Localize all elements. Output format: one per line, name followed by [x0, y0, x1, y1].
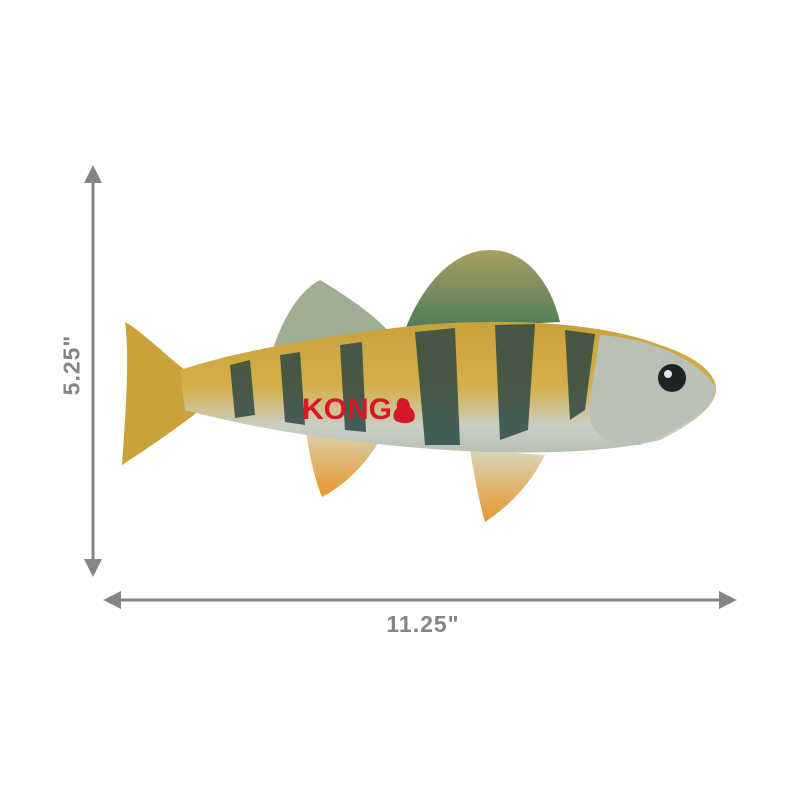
width-dimension-arrow: [103, 591, 737, 609]
dorsal-fin-rear: [405, 250, 560, 330]
kong-logo: KONG: [302, 393, 415, 426]
fish-head: [589, 335, 716, 445]
height-dimension-arrow: [84, 165, 102, 577]
fish-toy: [122, 250, 717, 522]
pelvic-fin: [470, 450, 545, 522]
svg-text:KONG: KONG: [302, 393, 392, 426]
fish-eye: [658, 364, 686, 392]
anal-fin: [305, 425, 380, 497]
body-stripes: [230, 324, 595, 445]
tail-fin: [122, 322, 200, 465]
width-dimension-label: 11.25": [386, 611, 460, 637]
height-dimension-label: 5.25": [58, 334, 85, 396]
